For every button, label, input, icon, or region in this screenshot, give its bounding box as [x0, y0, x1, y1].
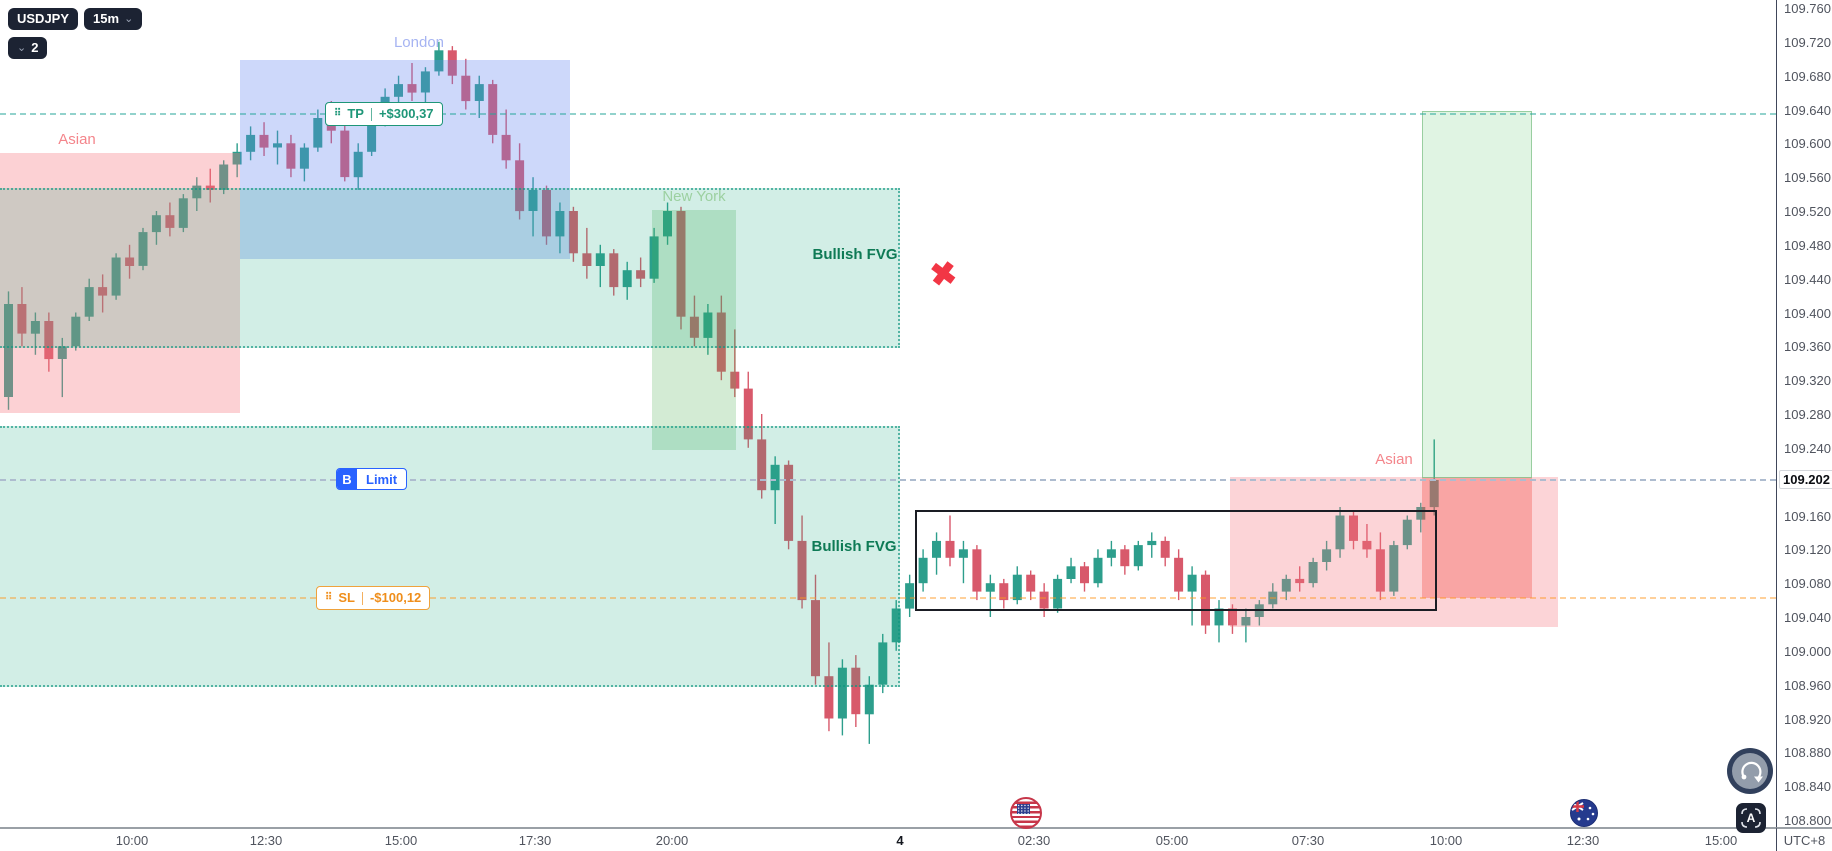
timezone-label[interactable]: UTC+8: [1776, 827, 1832, 851]
auto-scale-label: A: [1746, 811, 1756, 825]
return-arrow-icon: [1741, 761, 1763, 783]
auto-scale-button[interactable]: A: [1736, 803, 1766, 833]
time-tick-label: 12:30: [1566, 833, 1600, 848]
price-axis[interactable]: 109.760 109.720 109.680 109.640 109.600 109.5…: [1776, 0, 1832, 828]
chart-toolbar: USDJPY 15m ⌄ ⌄ 2: [8, 8, 143, 66]
sl-tag: SL: [338, 590, 355, 605]
time-tick-label: 4: [896, 833, 904, 848]
price-tick-label: 109.240: [1784, 440, 1831, 456]
limit-label: Limit: [366, 471, 398, 487]
price-tick-label: 108.960: [1784, 677, 1831, 693]
price-tick-label: 109.600: [1784, 136, 1831, 152]
drag-grip-icon: ⠿: [325, 592, 332, 603]
take-profit-badge[interactable]: ⠿ TP +$300,37: [325, 102, 443, 126]
time-tick-label: 15:00: [1704, 833, 1738, 848]
price-tick-label: 109.480: [1784, 237, 1831, 253]
price-tick-label: 109.320: [1784, 373, 1831, 389]
badge-separator: [361, 591, 363, 605]
time-tick-label: 05:00: [1155, 833, 1189, 848]
price-tick-label: 108.880: [1784, 745, 1831, 761]
timeframe-badge[interactable]: 15m ⌄: [84, 8, 143, 30]
us-flag-icon[interactable]: [1010, 797, 1042, 829]
price-tick-label: 109.080: [1784, 576, 1831, 592]
time-tick-label: 10:00: [1429, 833, 1463, 848]
time-tick-label: 10:00: [115, 833, 149, 848]
time-tick-label: 02:30: [1017, 833, 1051, 848]
tp-value: +$300,37: [378, 106, 434, 121]
price-tick-label: 109.280: [1784, 407, 1831, 422]
time-tick-label: 15:00: [384, 833, 418, 848]
price-tick-label: 109.040: [1784, 610, 1831, 625]
time-tick-label: 12:30: [249, 833, 283, 848]
time-tick-label: 20:00: [655, 833, 689, 848]
indicator-count-label: 2: [31, 40, 39, 55]
price-tick-label: 108.800: [1784, 813, 1831, 828]
chevron-down-icon: ⌄: [17, 42, 27, 54]
chevron-down-icon: ⌄: [124, 13, 134, 25]
timeframe-label: 15m: [93, 11, 120, 26]
price-tick-label: 109.720: [1784, 34, 1831, 50]
badge-separator: [370, 107, 372, 121]
price-tick-label: 109.440: [1784, 271, 1831, 287]
tp-tag: TP: [347, 106, 364, 121]
price-tick-label: 109.560: [1784, 170, 1831, 186]
jump-to-latest-button[interactable]: [1727, 748, 1773, 794]
focus-brackets-icon: [1741, 808, 1761, 828]
time-axis[interactable]: 10:00 12:30 15:00 17:30 20:00 4 02:30 05:00 07:3…: [0, 827, 1832, 851]
drag-grip-icon: ⠿: [334, 108, 341, 119]
price-tick-label: 109.520: [1784, 204, 1831, 219]
time-tick-label: 07:30: [1291, 833, 1325, 848]
price-tick-label: 108.920: [1784, 711, 1831, 727]
jump-to-latest-inner: [1732, 753, 1768, 789]
buy-limit-badge[interactable]: B Limit: [336, 468, 408, 490]
price-tick-label: 108.840: [1784, 779, 1831, 795]
price-tick-label: 109.160: [1784, 508, 1831, 524]
symbol-label: USDJPY: [17, 11, 70, 26]
price-tick-label: 109.760: [1784, 1, 1831, 16]
buy-tag: B: [337, 469, 357, 489]
price-tick-label: 109.680: [1784, 68, 1831, 84]
time-tick-label: 17:30: [518, 833, 552, 848]
us-flag-canton: [1017, 804, 1030, 814]
price-tick-label: 109.400: [1784, 305, 1831, 321]
candlestick-series: [4, 41, 1439, 744]
price-tick-label: 109.120: [1784, 542, 1831, 558]
current-price-label: 109.202: [1779, 470, 1832, 489]
sl-value: -$100,12: [369, 590, 422, 605]
stop-loss-badge[interactable]: ⠿ SL -$100,12: [316, 586, 431, 610]
au-flag-art: [1571, 801, 1595, 821]
price-tick-label: 109.000: [1784, 643, 1831, 659]
price-tick-label: 109.640: [1784, 102, 1831, 118]
chart-area[interactable]: ✖ Asian London New York Bullish FVG Bullish …: [0, 0, 1776, 827]
price-tick-label: 109.360: [1784, 339, 1831, 355]
indicator-count-badge[interactable]: ⌄ 2: [8, 37, 48, 59]
au-flag-icon[interactable]: [1570, 799, 1598, 827]
symbol-badge[interactable]: USDJPY: [8, 8, 79, 30]
